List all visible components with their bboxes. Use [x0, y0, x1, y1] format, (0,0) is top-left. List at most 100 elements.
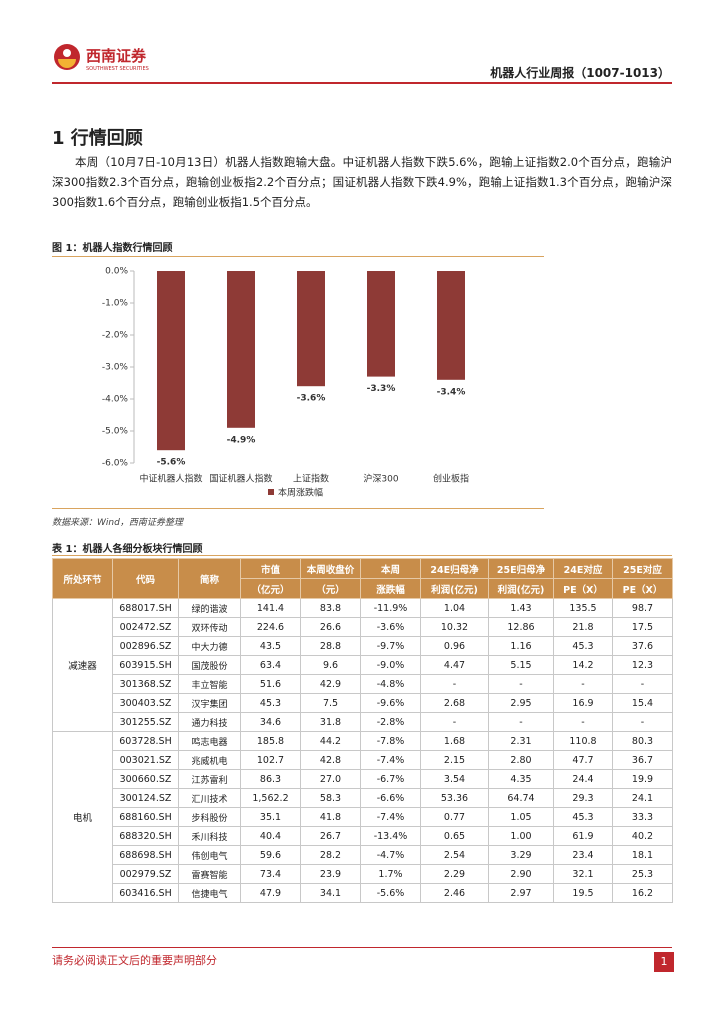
table-cell: 1.68 [420, 731, 489, 751]
table-cell: -7.4% [360, 807, 421, 827]
table-cell: 汇川技术 [178, 788, 241, 808]
table-row: 减速器 688017.SH 绿的谐波 141.4 83.8 -11.9% 1.04 1.43 1… [52, 598, 673, 732]
table-cell: 42.8 [300, 750, 361, 770]
table-cell: 002472.SZ [112, 617, 179, 637]
table-cell: 110.8 [553, 731, 613, 751]
table-cell: 34.1 [300, 883, 361, 903]
report-title: 机器人行业周报（1007-1013） [490, 66, 670, 80]
table-cell: 98.7 [612, 598, 673, 618]
table-cell: 通力科技 [178, 712, 241, 732]
table-cell: 2.97 [488, 883, 554, 903]
table-cell: 1.43 [488, 598, 554, 618]
table-cell: 33.3 [612, 807, 673, 827]
table-cell: 32.1 [553, 864, 613, 884]
header-cell: 24E归母净 [420, 558, 489, 579]
table-cell: 603416.SH [112, 883, 179, 903]
value-label: -5.6% [157, 458, 186, 468]
footer-notice: 请务必阅读正文后的重要声明部分 [52, 954, 217, 967]
header-cell: 本周 [360, 558, 421, 579]
table-cell: 86.3 [240, 769, 301, 789]
table-cell: 12.86 [488, 617, 554, 637]
table-cell: 19.9 [612, 769, 673, 789]
table-cell: 9.6 [300, 655, 361, 675]
bar [437, 271, 465, 380]
paragraph: 本周（10月7日-10月13日）机器人指数跑输大盘。中证机器人指数下跌5.6%，… [52, 155, 672, 209]
table-row: 603416.SH 信捷电气 47.9 34.1 -5.6% 2.46 2.97 19.5 16… [53, 883, 673, 903]
header-cell: 市值 [240, 558, 301, 579]
table-cell: - [553, 674, 613, 694]
table-row: 电机 603728.SH 鸣志电器 185.8 44.2 -7.8% 1.68 2.31 110… [52, 731, 673, 903]
table-cell: 双环传动 [178, 617, 241, 637]
header-cell: 涨跌幅 [360, 578, 421, 599]
table-cell: 伟创电气 [178, 845, 241, 865]
table-cell: 688017.SH [112, 598, 179, 618]
y-tick-label: -1.0% [102, 299, 129, 309]
segment-cell: 减速器 [52, 598, 113, 732]
table-cell: 300124.SZ [112, 788, 179, 808]
table-cell: 28.2 [300, 845, 361, 865]
table-cell: 4.35 [488, 769, 554, 789]
x-tick-label: 上证指数 [293, 473, 329, 485]
table-cell: 5.15 [488, 655, 554, 675]
header-cell: 25E对应 [612, 558, 673, 579]
table-cell: 41.8 [300, 807, 361, 827]
table-cell: 59.6 [240, 845, 301, 865]
table-cell: 3.29 [488, 845, 554, 865]
table-cell: 步科股份 [178, 807, 241, 827]
x-tick-label: 沪深300 [363, 473, 398, 485]
table-row: 002896.SZ 中大力德 43.5 28.8 -9.7% 0.96 1.16 45.3 37… [53, 636, 673, 656]
table-cell: 83.8 [300, 598, 361, 618]
table-cell: 300660.SZ [112, 769, 179, 789]
table-cell: 45.3 [553, 636, 613, 656]
table-cell: - [420, 674, 489, 694]
table-cell: 47.9 [240, 883, 301, 903]
page-number: 1 [654, 952, 674, 972]
y-tick-label: -6.0% [102, 459, 129, 469]
table-cell: 16.2 [612, 883, 673, 903]
table-cell: -6.6% [360, 788, 421, 808]
figure-caption: 图 1：机器人指数行情回顾 [52, 243, 173, 254]
header-cell: 本周收盘价 [300, 558, 361, 579]
table-cell: 1.04 [420, 598, 489, 618]
table-cell: 135.5 [553, 598, 613, 618]
table-row: 301368.SZ 丰立智能 51.6 42.9 -4.8% - - - - [53, 674, 673, 694]
table-cell: 15.4 [612, 693, 673, 713]
bar [157, 271, 185, 451]
brand-en: SOUTHWEST SECURITIES [86, 66, 149, 72]
table-cell: 0.65 [420, 826, 489, 846]
table-cell: 14.2 [553, 655, 613, 675]
x-tick-label: 创业板指 [433, 473, 469, 485]
table-cell: 4.47 [420, 655, 489, 675]
table-cell: 27.0 [300, 769, 361, 789]
table-cell: 12.3 [612, 655, 673, 675]
table-cell: 64.74 [488, 788, 554, 808]
header-row: （亿元） （元） 涨跌幅 利润(亿元) 利润(亿元) PE（X） PE（X） [53, 578, 673, 599]
brand: 西南证券 [86, 47, 147, 65]
footer-rule [52, 947, 672, 948]
table-cell: - [488, 712, 554, 732]
table-cell: - [553, 712, 613, 732]
table-cell: 2.29 [420, 864, 489, 884]
table-cell: 80.3 [612, 731, 673, 751]
table-cell: -2.8% [360, 712, 421, 732]
bar [227, 271, 255, 428]
table-cell: 鸣志电器 [178, 731, 241, 751]
header-cell: 25E归母净 [488, 558, 554, 579]
table-cell: 1.05 [488, 807, 554, 827]
figure-source: 数据来源：Wind，西南证券整理 [52, 518, 183, 528]
table-cell: -11.9% [360, 598, 421, 618]
table-cell: -7.4% [360, 750, 421, 770]
table-cell: 23.4 [553, 845, 613, 865]
table-cell: 24.4 [553, 769, 613, 789]
table-cell: 2.80 [488, 750, 554, 770]
table-cell: 21.8 [553, 617, 613, 637]
table-row: 300660.SZ 江苏雷利 86.3 27.0 -6.7% 3.54 4.35 24.4 19… [53, 769, 673, 789]
table-cell: 688698.SH [112, 845, 179, 865]
header-cell: 利润(亿元) [420, 578, 489, 599]
table-cell: 国茂股份 [178, 655, 241, 675]
value-label: -4.9% [227, 435, 256, 445]
header-rule [52, 82, 672, 84]
table-cell: 37.6 [612, 636, 673, 656]
table-cell: 40.2 [612, 826, 673, 846]
